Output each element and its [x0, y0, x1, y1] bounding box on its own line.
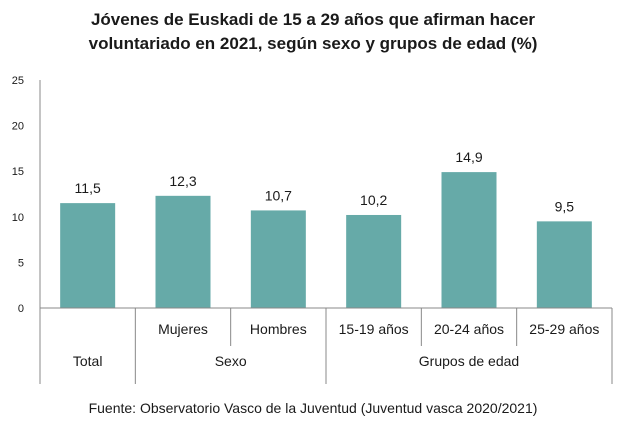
y-tick-label-2: 10 — [12, 212, 24, 224]
bar-0 — [60, 203, 116, 308]
y-tick-label-3: 15 — [12, 166, 24, 178]
y-tick-label-0: 0 — [18, 303, 24, 315]
group-label-1: Sexo — [215, 353, 247, 369]
chart-title-line-1: Jóvenes de Euskadi de 15 a 29 años que a… — [90, 10, 536, 29]
bar-2 — [250, 210, 306, 308]
bar-5 — [536, 221, 592, 308]
y-tick-label-1: 5 — [18, 257, 24, 269]
data-label-3: 10,2 — [360, 192, 387, 208]
data-label-0: 11,5 — [75, 180, 101, 196]
data-label-1: 12,3 — [169, 173, 196, 189]
source-note: Fuente: Observatorio Vasco de la Juventu… — [88, 400, 538, 416]
category-label-2: Hombres — [250, 321, 307, 337]
y-tick-label-5: 25 — [12, 75, 24, 87]
group-label-0: Total — [73, 353, 103, 369]
bar-3 — [346, 214, 402, 308]
category-label-1: Mujeres — [158, 321, 208, 337]
bar-1 — [155, 195, 211, 308]
category-label-4: 20-24 años — [434, 321, 504, 337]
data-label-5: 9,5 — [555, 198, 575, 214]
chart-title-line-2: voluntariado en 2021, según sexo y grupo… — [88, 34, 538, 53]
chart-title: Jóvenes de Euskadi de 15 a 29 años que a… — [0, 8, 626, 56]
group-label-2: Grupos de edad — [419, 353, 519, 369]
data-label-4: 14,9 — [455, 149, 482, 165]
bar-4 — [441, 172, 497, 308]
y-tick-label-4: 20 — [12, 121, 24, 133]
data-label-2: 10,7 — [265, 187, 292, 203]
category-label-3: 15-19 años — [339, 321, 409, 337]
category-label-5: 25-29 años — [529, 321, 599, 337]
